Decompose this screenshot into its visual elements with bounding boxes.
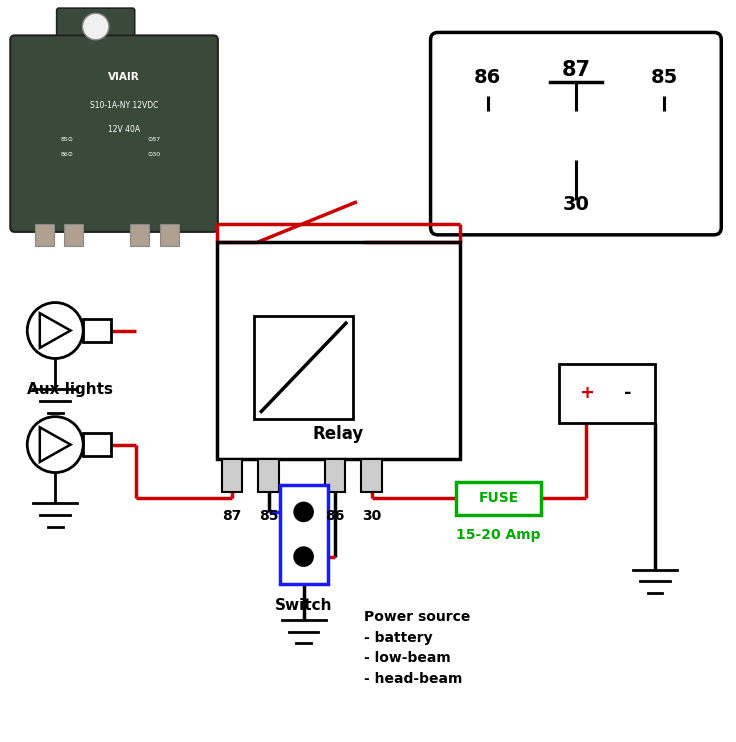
Text: Power source
- battery
- low-beam
- head-beam: Power source - battery - low-beam - head… [364,610,471,686]
Text: 86: 86 [474,68,501,88]
Circle shape [293,502,314,522]
Circle shape [293,546,314,567]
FancyBboxPatch shape [57,8,135,46]
Text: 86: 86 [325,508,344,522]
Text: Relay: Relay [313,425,364,443]
Text: 87: 87 [562,60,590,80]
Text: 87: 87 [222,508,241,522]
Text: 15-20 Amp: 15-20 Amp [456,528,541,542]
Bar [130,224,149,246]
Bar [258,459,279,493]
Text: FUSE: FUSE [478,491,519,505]
Bar [456,482,541,514]
Text: 85⊙: 85⊙ [60,137,73,142]
Text: VIAIR: VIAIR [108,72,140,82]
Text: ⊙30: ⊙30 [147,152,160,157]
Text: Switch: Switch [275,598,333,613]
Bar [83,433,111,456]
Text: -: - [625,384,632,402]
FancyBboxPatch shape [10,36,218,232]
Bar [217,242,460,459]
Bar [160,224,179,246]
Bar [222,459,242,493]
Text: ⊙87: ⊙87 [147,137,160,142]
Text: 86⊙: 86⊙ [60,152,73,157]
Text: 85: 85 [259,508,278,522]
Bar [64,224,83,246]
Bar [83,319,111,342]
Bar [35,224,54,246]
Text: 30: 30 [362,508,381,522]
Bar [280,485,328,585]
Bar [361,459,382,493]
Bar [254,316,353,418]
Bar [559,364,655,422]
Bar [325,459,345,493]
Text: +: + [578,384,594,402]
Text: 30: 30 [562,195,590,214]
Text: 85: 85 [651,68,678,88]
Circle shape [82,13,109,40]
FancyBboxPatch shape [431,33,721,234]
Text: Aux lights: Aux lights [27,382,113,397]
Text: S10-1A-NY 12VDC: S10-1A-NY 12VDC [90,101,158,110]
Text: 12V 40A: 12V 40A [108,125,140,134]
